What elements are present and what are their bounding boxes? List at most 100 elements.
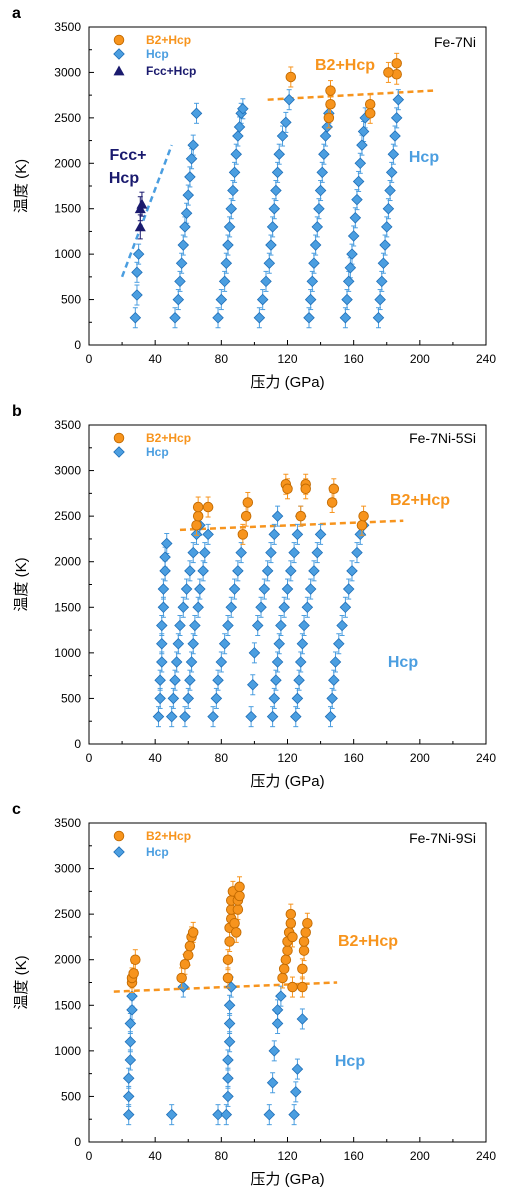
- hcp-point: [248, 647, 261, 659]
- hcp-point: [329, 656, 342, 668]
- hcp-point: [222, 1090, 234, 1103]
- hcp-point: [273, 637, 285, 650]
- hcp-point: [294, 656, 307, 668]
- hcp-point: [202, 528, 214, 541]
- hcp-point: [321, 121, 333, 133]
- hcp-point: [351, 546, 363, 559]
- hcp-point: [184, 171, 196, 183]
- hcp-point: [266, 710, 279, 723]
- hcp-point: [309, 239, 322, 251]
- b2hcp-point: [179, 959, 191, 970]
- panel-letter: a: [12, 5, 21, 22]
- hcp-point: [311, 546, 324, 559]
- hcp-point: [382, 202, 395, 215]
- hcp-point: [385, 166, 398, 179]
- hcp-point: [218, 637, 231, 650]
- hcp-point: [169, 674, 181, 686]
- y-tick-label: 2000: [54, 156, 81, 170]
- hcp-point: [372, 311, 385, 324]
- hcp-point: [351, 193, 363, 206]
- hcp-point: [197, 565, 209, 577]
- x-tick-label: 200: [410, 1149, 430, 1163]
- b2hcp-point: [113, 830, 125, 842]
- trend-line: [113, 981, 338, 993]
- y-tick-label: 1000: [54, 247, 81, 261]
- x-tick-label: 40: [148, 1149, 162, 1163]
- region-label: B2+Hcp: [338, 933, 398, 950]
- hcp-point: [212, 1108, 224, 1121]
- hcp-point: [232, 130, 244, 142]
- x-axis-title: 压力 (GPa): [250, 1171, 324, 1188]
- hcp-point: [182, 692, 195, 705]
- hcp-point: [156, 637, 168, 650]
- hcp-point: [390, 112, 403, 124]
- hcp-point: [122, 1072, 135, 1084]
- hcp-point: [212, 311, 224, 324]
- hcp-point: [223, 221, 236, 233]
- hcp-point: [380, 221, 393, 233]
- y-tick-label: 3000: [54, 464, 81, 478]
- b2hcp-point: [237, 529, 249, 540]
- hcp-point: [291, 692, 304, 705]
- hcp-point: [218, 275, 231, 288]
- region-label: Hcp: [388, 654, 418, 671]
- hcp-point: [113, 446, 125, 458]
- x-tick-label: 40: [148, 751, 162, 765]
- hcp-point: [275, 990, 287, 1002]
- hcp-point: [318, 148, 330, 160]
- b2hcp-point: [358, 510, 369, 522]
- hcp-point: [384, 184, 396, 197]
- composition-label: Fe-7Ni-5Si: [409, 430, 476, 446]
- b2hcp-point: [323, 112, 335, 124]
- b2hcp-point: [182, 949, 194, 961]
- x-tick-label: 120: [277, 352, 297, 366]
- hcp-point: [122, 1108, 135, 1121]
- hcp-point: [207, 710, 219, 723]
- hcp-point: [326, 692, 338, 705]
- hcp-point: [339, 311, 352, 324]
- hcp-point: [185, 152, 198, 165]
- b2hcp-point: [282, 945, 293, 956]
- y-tick-label: 0: [74, 737, 81, 751]
- hcp-point: [273, 148, 285, 160]
- hcp-point: [285, 565, 297, 577]
- legend-label: Hcp: [146, 47, 169, 61]
- x-tick-label: 0: [86, 751, 93, 765]
- x-axis-title: 压力 (GPa): [250, 374, 324, 391]
- hcp-point: [233, 121, 246, 133]
- b2hcp-point: [300, 483, 311, 495]
- hcp-point: [271, 656, 284, 668]
- hcp-point: [392, 93, 405, 106]
- hcp-point: [319, 130, 332, 142]
- trend-line: [120, 144, 173, 278]
- x-axis-title: 压力 (GPa): [250, 773, 324, 790]
- y-tick-label: 500: [61, 691, 81, 705]
- b2hcp-point: [222, 972, 234, 984]
- chart-panel-c: c 0 40 80 120 160 200 240 0 500 1000 1500 2000 2500 30…: [12, 801, 496, 1188]
- panel-letter: b: [12, 403, 22, 420]
- hcp-point: [352, 175, 365, 188]
- hcp-point: [354, 157, 367, 170]
- hcp-point: [124, 1035, 137, 1048]
- x-tick-label: 40: [148, 352, 162, 366]
- y-tick-label: 0: [74, 1135, 81, 1149]
- x-tick-label: 160: [344, 1149, 364, 1163]
- b2hcp-point: [222, 954, 234, 965]
- b2hcp-point: [232, 904, 244, 915]
- y-axis-title: 温度 (K): [13, 159, 30, 213]
- b2hcp-point: [240, 510, 252, 522]
- hcp-point: [344, 262, 357, 274]
- hcp-point: [154, 692, 166, 705]
- hcp-point: [376, 275, 388, 288]
- x-tick-label: 200: [410, 751, 430, 765]
- x-tick-label: 160: [344, 751, 364, 765]
- hcp-point: [223, 1035, 236, 1048]
- hcp-point: [222, 1054, 234, 1066]
- hcp-point: [194, 583, 206, 595]
- y-tick-label: 1000: [54, 646, 81, 660]
- hcp-point: [215, 293, 228, 306]
- hcp-point: [223, 1017, 236, 1030]
- hcp-point: [268, 1045, 281, 1057]
- hcp-point: [225, 202, 238, 215]
- b2hcp-point: [356, 520, 368, 531]
